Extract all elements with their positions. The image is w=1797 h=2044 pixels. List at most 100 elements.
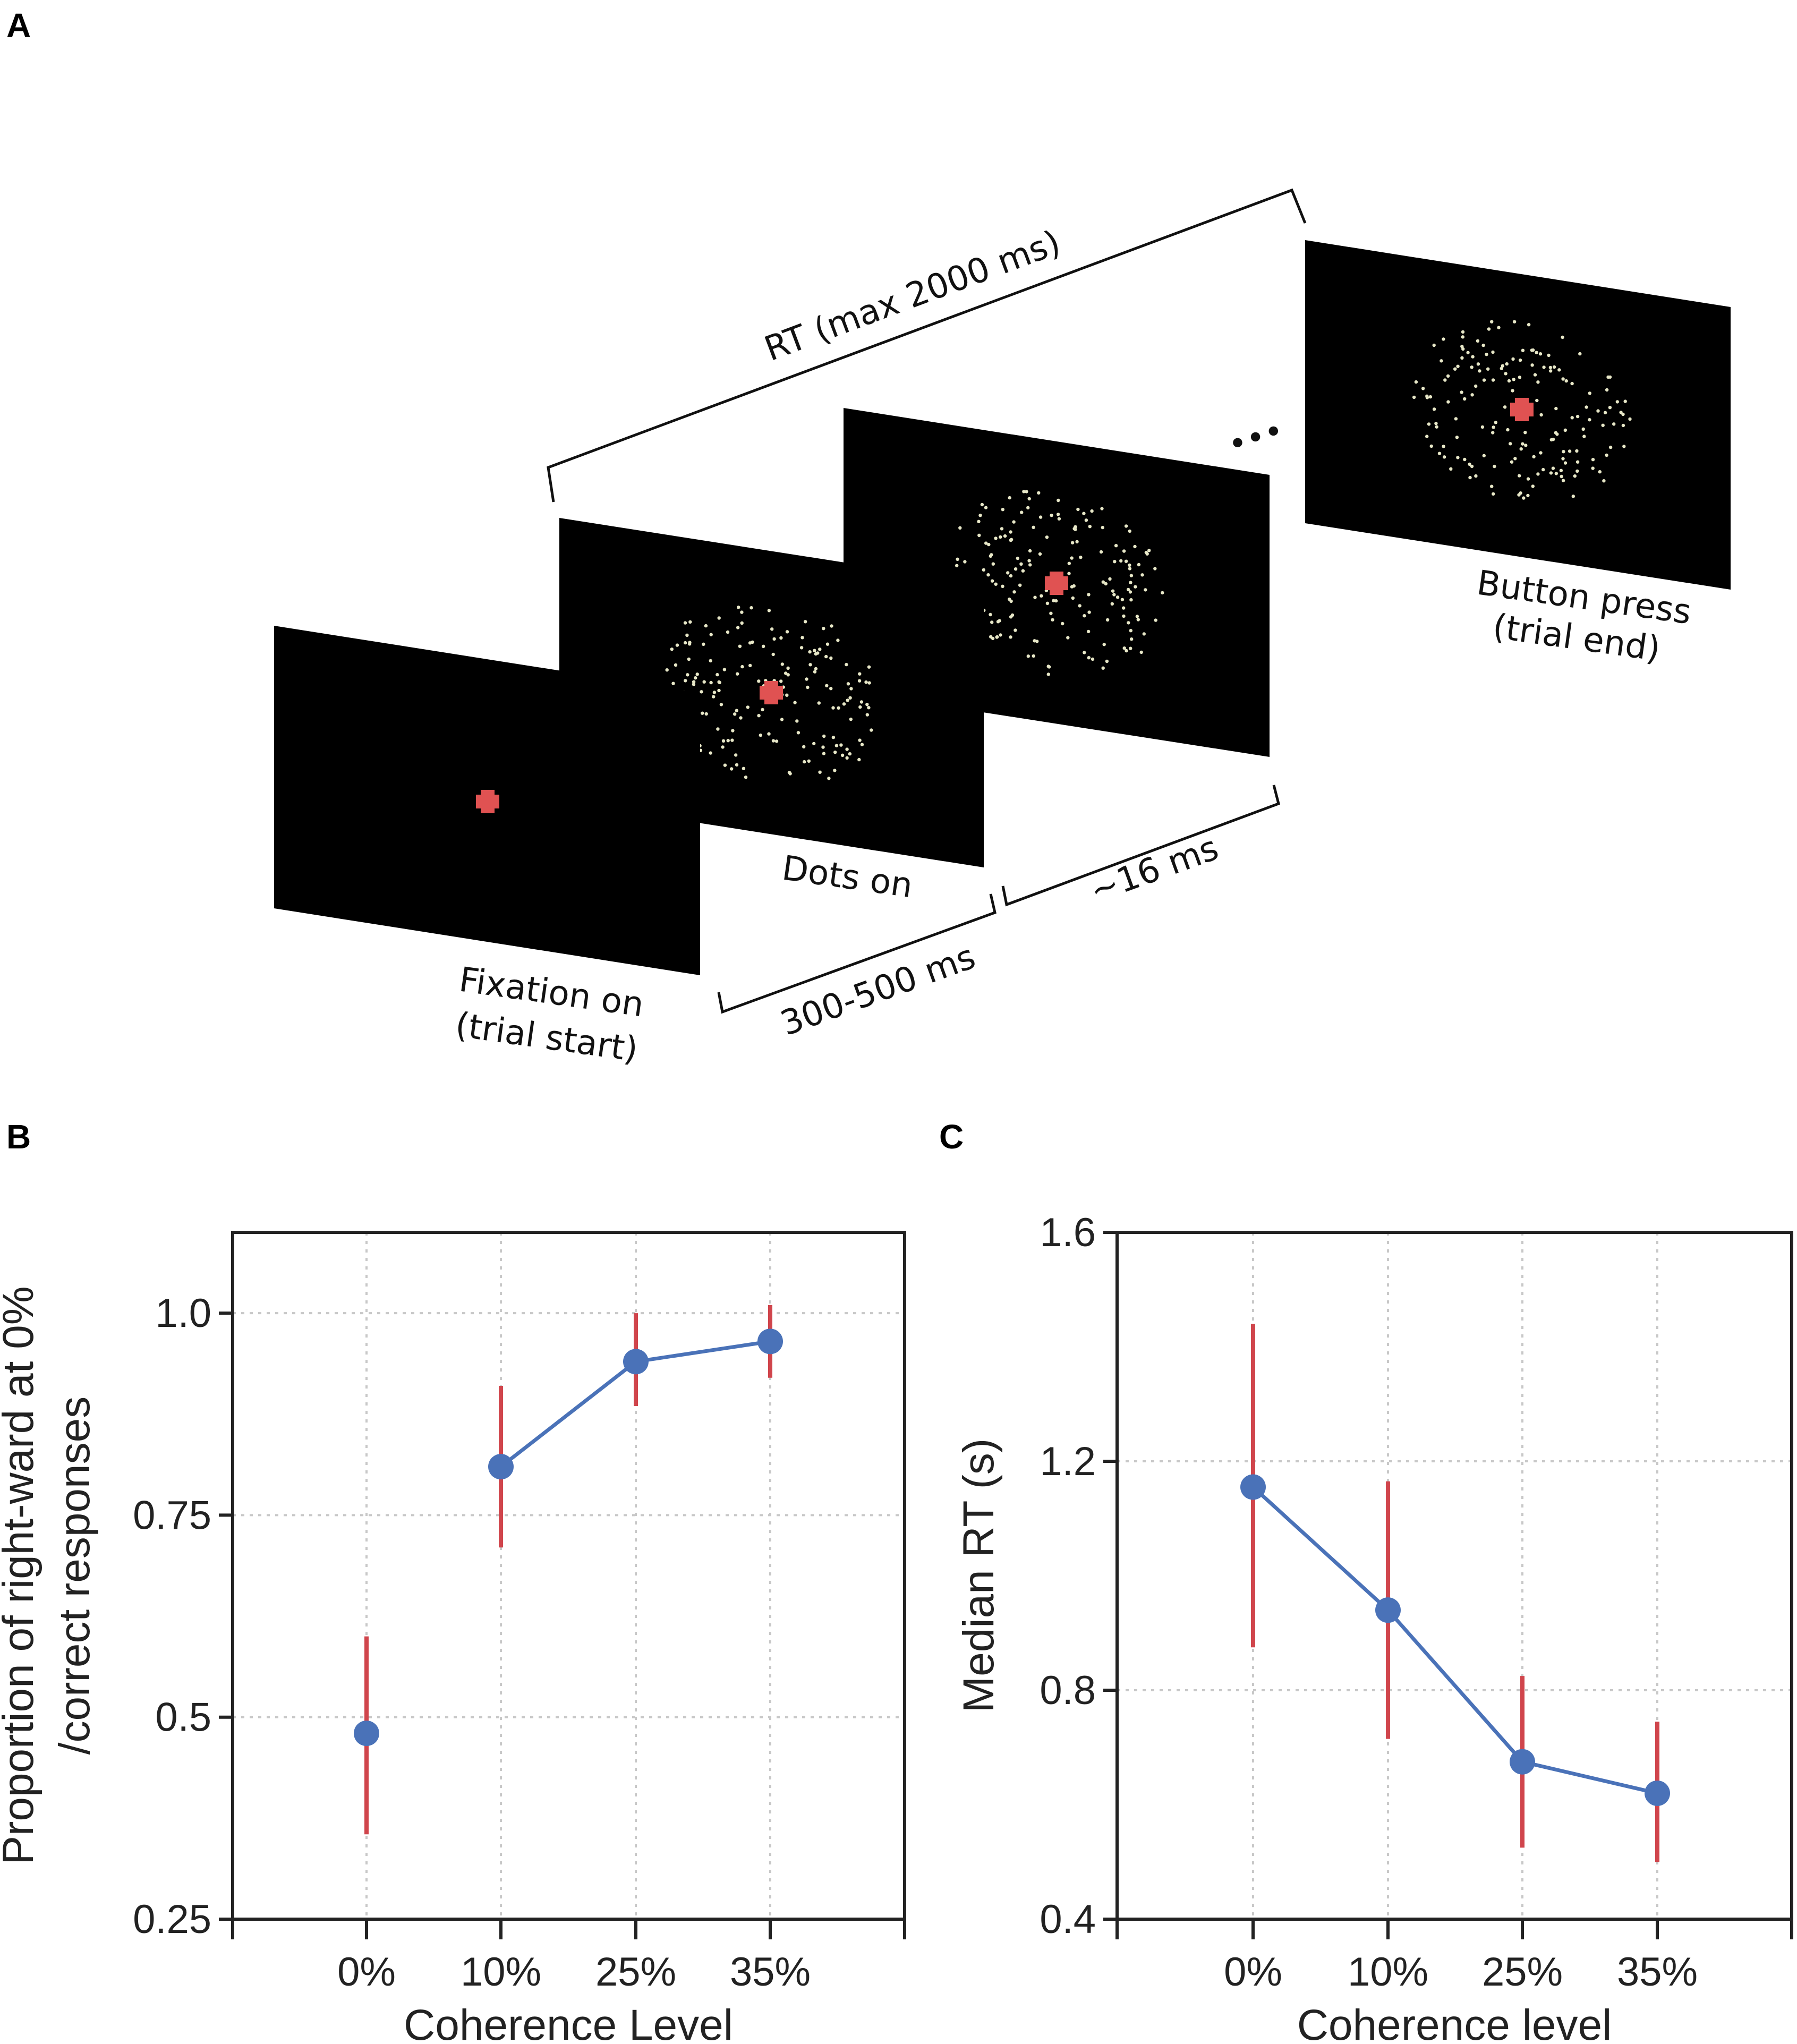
motion-dot xyxy=(999,633,1002,637)
motion-dot xyxy=(709,751,712,755)
panel-a-letter: A xyxy=(6,6,31,45)
motion-dot xyxy=(704,712,708,716)
motion-dot xyxy=(1470,365,1474,369)
motion-dot xyxy=(1000,527,1004,531)
motion-dot xyxy=(1129,574,1134,577)
motion-dot xyxy=(1582,435,1586,438)
motion-dot xyxy=(1518,358,1522,362)
screen-4-fixation-cross xyxy=(1510,398,1534,421)
motion-dot xyxy=(1154,618,1157,622)
motion-dot xyxy=(1016,556,1020,560)
data-point xyxy=(1645,1780,1670,1806)
motion-dot xyxy=(1570,381,1574,386)
motion-dot xyxy=(1429,444,1433,448)
motion-dot xyxy=(1456,364,1460,368)
motion-dot xyxy=(1126,587,1130,592)
motion-dot xyxy=(738,644,742,648)
motion-dot xyxy=(1009,635,1012,639)
motion-dot xyxy=(1137,563,1141,567)
motion-dot xyxy=(1501,364,1504,368)
motion-dot xyxy=(1512,320,1517,323)
motion-dot xyxy=(761,708,764,712)
motion-dot xyxy=(1442,337,1445,341)
motion-dot xyxy=(712,691,717,694)
motion-dot xyxy=(1588,391,1591,395)
motion-dot xyxy=(1585,405,1588,409)
motion-dot xyxy=(1130,637,1134,641)
motion-dot xyxy=(1425,435,1429,438)
motion-dot xyxy=(1474,384,1478,388)
motion-dot xyxy=(1101,580,1105,584)
ellipsis-dots: ••• xyxy=(1223,412,1289,464)
motion-dot xyxy=(1003,534,1007,538)
motion-dot xyxy=(1575,460,1580,464)
motion-dot xyxy=(1008,496,1011,500)
panel-c-letter: C xyxy=(939,1118,964,1156)
motion-dot xyxy=(757,679,761,683)
motion-dot xyxy=(1591,466,1595,470)
motion-dot xyxy=(1104,582,1108,586)
motion-dot xyxy=(1500,367,1503,370)
motion-dot xyxy=(958,526,962,530)
motion-dot xyxy=(1470,464,1474,469)
motion-dot xyxy=(1476,339,1480,343)
motion-dot xyxy=(730,767,734,771)
motion-dot xyxy=(802,745,806,749)
motion-dot xyxy=(1602,479,1606,483)
chart-b-gridlines xyxy=(233,1232,905,1919)
motion-dot xyxy=(1490,484,1494,488)
motion-dot xyxy=(829,656,833,660)
motion-dot xyxy=(1052,599,1055,602)
motion-dot xyxy=(1527,323,1531,327)
motion-dot xyxy=(719,703,723,706)
motion-dot xyxy=(1563,428,1567,432)
motion-dot xyxy=(1481,343,1485,347)
motion-dot xyxy=(761,644,765,649)
motion-dot xyxy=(1070,585,1074,589)
motion-dot xyxy=(1463,457,1467,462)
motion-dot xyxy=(836,638,840,642)
motion-dot xyxy=(692,683,696,686)
motion-dot xyxy=(1575,449,1579,453)
motion-dot xyxy=(712,695,716,699)
motion-dot xyxy=(1124,559,1128,563)
motion-dot xyxy=(1454,417,1458,421)
motion-dot xyxy=(1084,518,1088,522)
x-tick-label: 0% xyxy=(1224,1949,1282,1995)
motion-dot xyxy=(845,747,849,751)
chart-b-error-bars xyxy=(364,1305,772,1835)
motion-dot xyxy=(737,606,740,609)
motion-dot xyxy=(709,633,713,636)
motion-dot xyxy=(1549,471,1553,475)
motion-dot xyxy=(1449,467,1453,471)
motion-dot xyxy=(1575,469,1579,473)
interval-bracket-1 xyxy=(717,893,997,1014)
motion-dot xyxy=(977,533,981,537)
x-tick-label: 0% xyxy=(337,1949,396,1995)
motion-dot xyxy=(1564,379,1568,383)
motion-dot xyxy=(1046,672,1051,676)
motion-dot xyxy=(813,649,816,652)
motion-dot xyxy=(999,535,1002,539)
motion-dot xyxy=(1549,438,1553,442)
motion-dot xyxy=(716,672,719,677)
motion-dot xyxy=(726,739,730,743)
y-tick-label: 0.5 xyxy=(155,1695,211,1740)
motion-dot xyxy=(733,712,737,716)
motion-dot xyxy=(1461,330,1465,334)
motion-dot xyxy=(1019,562,1023,566)
motion-dot xyxy=(1511,357,1515,361)
motion-dot xyxy=(1542,365,1546,369)
motion-dot xyxy=(1071,596,1075,600)
motion-dot xyxy=(767,609,771,612)
motion-dot xyxy=(1536,380,1540,384)
motion-dot xyxy=(1549,369,1553,373)
motion-dot xyxy=(717,688,721,693)
motion-dot xyxy=(750,606,753,610)
motion-dot xyxy=(1468,475,1472,480)
motion-dot xyxy=(686,673,689,677)
data-point xyxy=(354,1721,379,1747)
motion-dot xyxy=(1105,618,1110,622)
motion-dot xyxy=(1490,320,1494,323)
caption-dots-on: Dots on xyxy=(780,849,915,906)
